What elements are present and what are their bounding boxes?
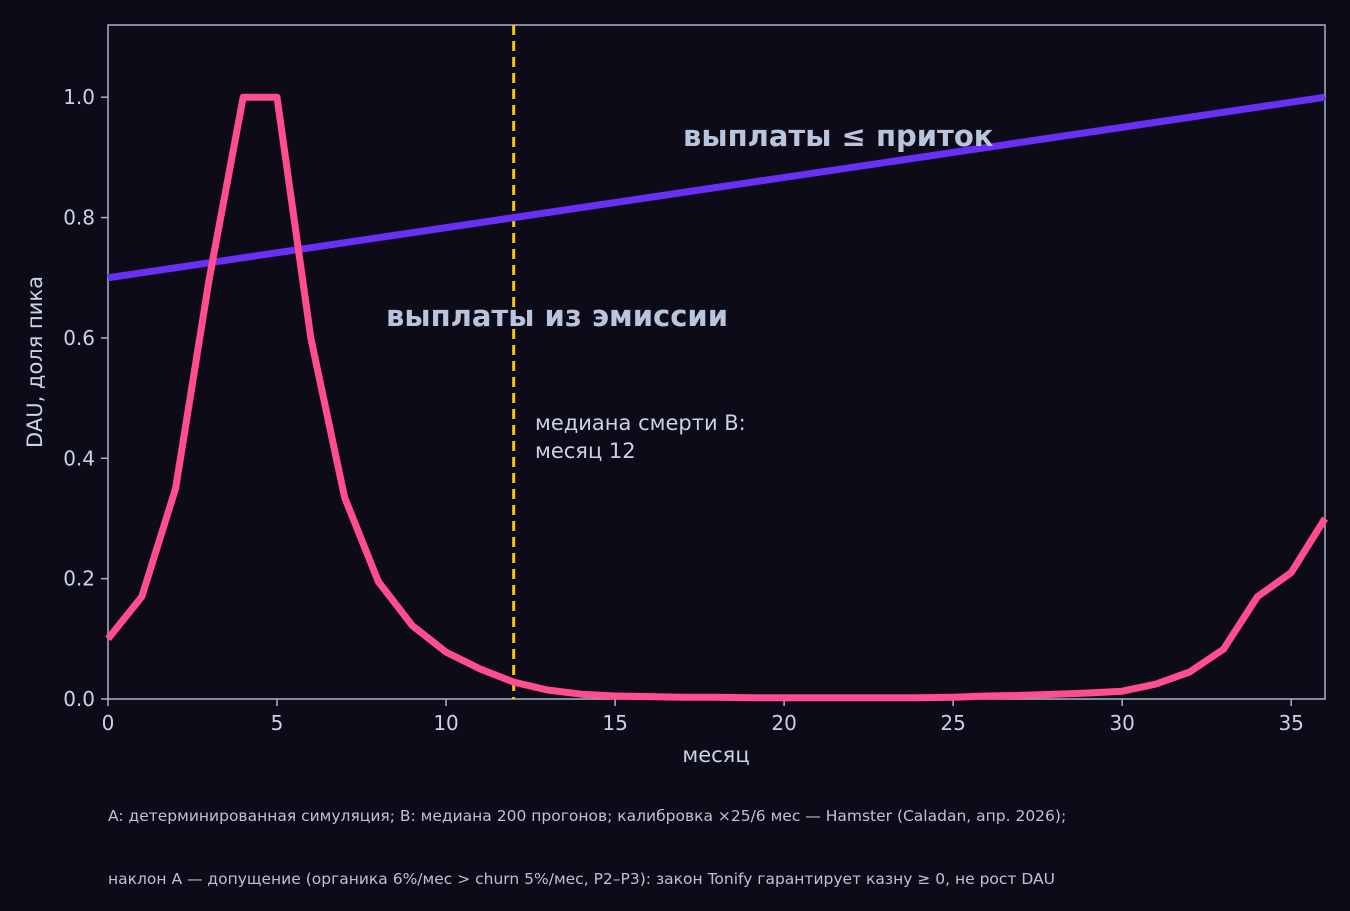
y-tick-label: 1.0	[63, 85, 95, 109]
y-tick-label: 0.0	[63, 687, 95, 711]
lower-region-label: выплаты из эмиссии	[386, 299, 728, 333]
median-annotation-line1: медиана смерти B:	[535, 411, 746, 435]
x-tick-label: 30	[1109, 711, 1134, 735]
y-axis: 0.0 0.2 0.4 0.6 0.8 1.0	[63, 85, 108, 711]
series-a-line	[107, 93, 1326, 282]
series-b-line	[105, 93, 1328, 702]
x-axis: 0 5 10 15 20 25 30 35	[102, 699, 1304, 735]
footnote: A: детерминированная симуляция; B: медиа…	[108, 764, 1308, 911]
y-tick-label: 0.4	[63, 446, 95, 470]
median-annotation-line2: месяц 12	[535, 439, 636, 463]
x-axis-title: месяц	[682, 743, 749, 767]
y-tick-label: 0.8	[63, 206, 95, 230]
x-tick-label: 0	[102, 711, 115, 735]
x-tick-label: 20	[771, 711, 796, 735]
x-tick-label: 15	[602, 711, 627, 735]
x-tick-label: 5	[271, 711, 284, 735]
chart: 0 5 10 15 20 25 30 35 0.0 0.2 0.4 0.6 0.8 1.0 выплат…	[23, 24, 1328, 767]
footnote-line2: наклон A — допущение (органика 6%/мес > …	[108, 870, 1055, 888]
y-tick-label: 0.2	[63, 567, 95, 591]
x-tick-label: 10	[433, 711, 458, 735]
x-tick-label: 25	[940, 711, 965, 735]
footnote-line1: A: детерминированная симуляция; B: медиа…	[108, 807, 1067, 825]
y-axis-title: DAU, доля пика	[23, 276, 47, 448]
y-tick-label: 0.6	[63, 326, 95, 350]
x-tick-label: 35	[1278, 711, 1303, 735]
upper-region-label: выплаты ≤ приток	[683, 119, 994, 153]
